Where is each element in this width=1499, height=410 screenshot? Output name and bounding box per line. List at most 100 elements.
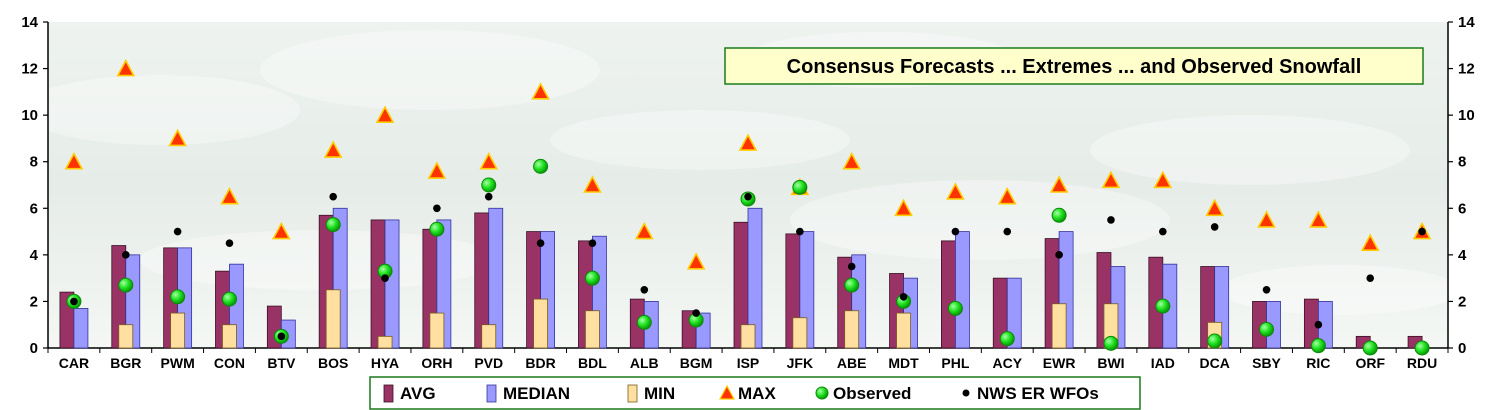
marker-observed-ALB	[636, 314, 652, 330]
x-label-CON: CON	[214, 355, 245, 371]
x-label-BGR: BGR	[110, 355, 141, 371]
marker-nws-SBY	[1262, 285, 1271, 294]
cloud-texture-1	[260, 30, 600, 110]
marker-nws-EWR	[1055, 251, 1063, 259]
bar-min-JFK	[792, 317, 808, 349]
legend-label-min: MIN	[644, 384, 675, 403]
bar-min-ORH	[429, 312, 445, 349]
legend-label-avg: AVG	[400, 384, 436, 403]
marker-nws-BGM	[692, 309, 700, 317]
bar-median-CAR	[73, 308, 89, 349]
marker-nws-ORF	[1366, 274, 1375, 282]
marker-max-BTV	[272, 221, 291, 240]
marker-nws-ABE	[847, 262, 856, 271]
marker-layer	[64, 58, 1432, 356]
marker-max-RIC	[1309, 210, 1328, 228]
x-label-RIC: RIC	[1306, 355, 1330, 371]
marker-max-ACY	[997, 186, 1017, 205]
marker-nws-ORH	[433, 204, 441, 213]
marker-max-BDR	[531, 82, 550, 100]
marker-observed-RDU	[1414, 340, 1430, 356]
legend-swatch-nws	[962, 389, 970, 397]
bar-avg-PHL	[941, 240, 956, 349]
marker-max-EWR	[1049, 175, 1069, 193]
x-label-BOS: BOS	[318, 355, 348, 371]
bar-min-EWR	[1051, 303, 1067, 349]
legend-label-nws: NWS ER WFOs	[977, 384, 1099, 403]
marker-nws-DCA	[1210, 223, 1219, 231]
marker-observed-BGR	[118, 277, 134, 293]
legend-swatch-median	[486, 384, 497, 403]
marker-observed-JFK	[792, 179, 808, 195]
marker-max-PVD	[479, 152, 499, 170]
x-label-EWR: EWR	[1043, 355, 1076, 371]
legend-swatch-max	[718, 384, 736, 400]
chart-title-frame	[724, 47, 1424, 85]
marker-observed-BDL	[584, 270, 600, 286]
marker-nws-ALB	[640, 285, 649, 294]
cloud-texture-4	[1090, 115, 1410, 185]
y-tick-label-right-0: 0	[1458, 340, 1466, 357]
marker-nws-ISP	[744, 192, 752, 201]
marker-observed-PWM	[170, 289, 186, 305]
legend-swatch-observed	[815, 386, 829, 400]
marker-observed-EWR	[1051, 207, 1067, 223]
legend-label-observed: Observed	[833, 384, 911, 403]
y-tick-label-right-2: 2	[1458, 293, 1466, 310]
marker-observed-ORH	[429, 221, 445, 237]
bar-min-BDL	[585, 310, 600, 349]
marker-max-BGM	[686, 252, 706, 270]
x-label-SBY: SBY	[1252, 355, 1281, 371]
y-tick-label-left-6: 6	[30, 200, 38, 217]
bar-min-PVD	[481, 324, 497, 349]
marker-max-BOS	[323, 140, 343, 158]
x-label-ABE: ABE	[837, 355, 867, 371]
bar-median-PHL	[955, 231, 970, 349]
x-label-DCA: DCA	[1199, 355, 1229, 371]
marker-nws-HYA	[381, 274, 389, 282]
bar-min-HYA	[377, 335, 393, 349]
legend-swatch-avg	[383, 384, 394, 403]
marker-observed-BDR	[533, 158, 549, 174]
marker-max-SBY	[1257, 210, 1276, 228]
x-label-PVD: PVD	[474, 355, 503, 371]
legend-frame	[369, 376, 1141, 410]
marker-max-HYA	[375, 105, 395, 123]
marker-nws-PVD	[484, 192, 493, 201]
x-label-RDU: RDU	[1407, 355, 1437, 371]
marker-observed-IAD	[1155, 298, 1171, 314]
bar-min-BOS	[325, 289, 341, 349]
marker-nws-BWI	[1107, 216, 1115, 224]
marker-observed-BWI	[1103, 335, 1119, 351]
marker-observed-SBY	[1259, 321, 1275, 337]
x-label-PWM: PWM	[161, 355, 195, 371]
y-tick-label-right-12: 12	[1458, 61, 1475, 78]
marker-max-ORF	[1360, 233, 1380, 252]
x-label-ISP: ISP	[737, 355, 760, 371]
bar-min-MDT	[896, 312, 911, 349]
x-label-ORF: ORF	[1355, 355, 1385, 371]
x-label-BDR: BDR	[525, 355, 555, 371]
marker-nws-PWM	[173, 227, 182, 236]
marker-observed-DCA	[1207, 333, 1223, 349]
marker-nws-BDR	[536, 239, 545, 248]
marker-nws-ACY	[1003, 227, 1012, 236]
cloud-texture-2	[550, 110, 850, 170]
x-label-ACY: ACY	[992, 355, 1022, 371]
marker-max-ALB	[634, 221, 654, 240]
marker-observed-RIC	[1310, 338, 1326, 354]
marker-max-ORH	[427, 161, 447, 179]
marker-nws-BOS	[329, 192, 337, 201]
bar-avg-HYA	[370, 219, 386, 349]
y-tick-label-right-6: 6	[1458, 200, 1466, 217]
marker-nws-BDL	[588, 239, 597, 248]
x-label-MDT: MDT	[888, 355, 919, 371]
marker-nws-BTV	[277, 332, 286, 341]
x-label-ORH: ORH	[421, 355, 452, 371]
marker-observed-ORF	[1362, 340, 1378, 356]
bar-median-HYA	[384, 219, 400, 349]
cloud-texture-3	[790, 180, 1170, 260]
y-tick-label-left-12: 12	[21, 61, 38, 78]
